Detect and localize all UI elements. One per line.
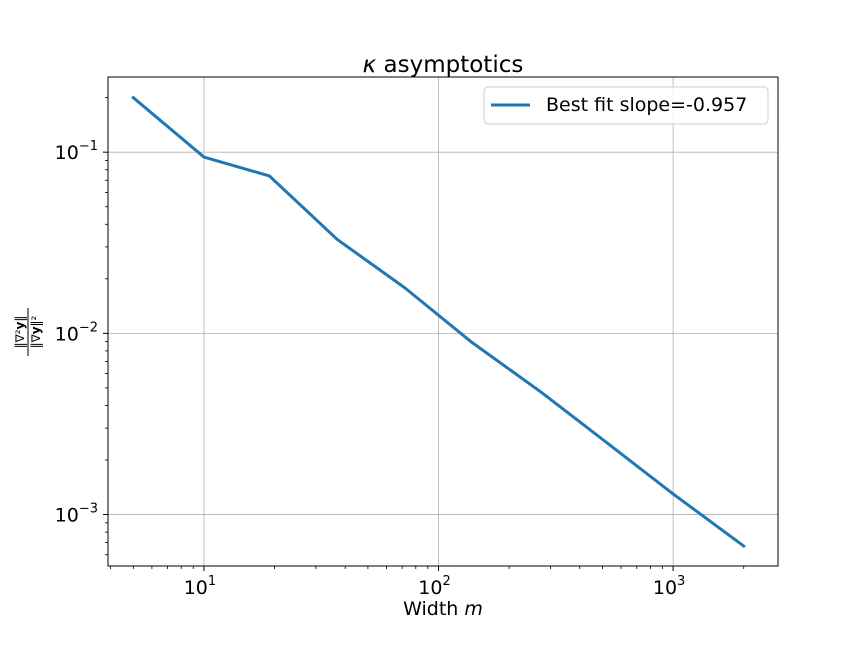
x-axis-label: Width m bbox=[403, 598, 483, 620]
axes-frame bbox=[107, 76, 779, 567]
legend-box bbox=[483, 86, 769, 125]
svg-text:‖∇y‖²: ‖∇y‖² bbox=[29, 315, 43, 348]
svg-text:‖∇²y‖: ‖∇²y‖ bbox=[13, 316, 27, 349]
plot-area bbox=[131, 95, 746, 549]
legend: Best fit slope=-0.957 bbox=[483, 86, 769, 125]
y-tick-label: 10−1 bbox=[55, 139, 98, 164]
x-tick-label: 102 bbox=[418, 574, 450, 599]
y-tick-label: 10−3 bbox=[55, 502, 98, 527]
legend-label: Best fit slope=-0.957 bbox=[546, 94, 747, 116]
y-axis-ticks: 10−1 10−2 10−3 bbox=[55, 139, 108, 527]
x-axis-ticks: 101 102 103 bbox=[184, 566, 685, 599]
chart-title: κ asymptotics bbox=[363, 52, 524, 78]
series-line bbox=[131, 95, 746, 549]
y-axis-label: ‖∇²y‖ ‖∇y‖² bbox=[13, 308, 43, 356]
x-tick-label: 103 bbox=[653, 574, 685, 599]
y-tick-label: 10−2 bbox=[55, 320, 98, 345]
x-tick-label: 101 bbox=[184, 574, 216, 599]
